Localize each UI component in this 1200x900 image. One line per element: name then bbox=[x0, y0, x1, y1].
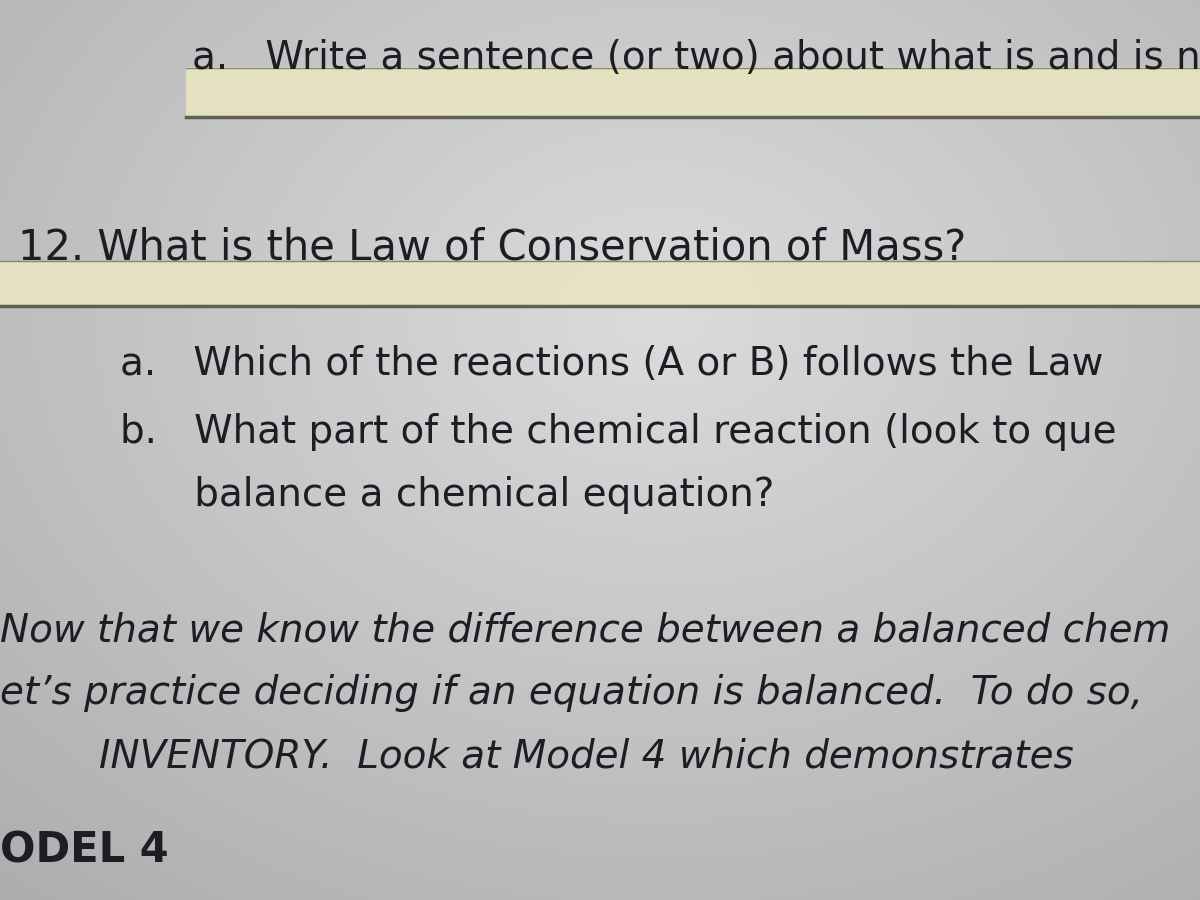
Text: a.   Which of the reactions (A or B) follows the Law: a. Which of the reactions (A or B) follo… bbox=[120, 346, 1103, 383]
Text: b.   What part of the chemical reaction (look to que: b. What part of the chemical reaction (l… bbox=[120, 413, 1117, 451]
Text: 12. What is the Law of Conservation of Mass?: 12. What is the Law of Conservation of M… bbox=[18, 227, 966, 268]
Text: a.   Write a sentence (or two) about what is and is n: a. Write a sentence (or two) about what … bbox=[192, 40, 1200, 77]
Text: Now that we know the difference between a balanced chem: Now that we know the difference between … bbox=[0, 611, 1170, 649]
Bar bbox=[0, 261, 1200, 306]
Bar bbox=[186, 68, 1200, 117]
Text: et’s practice deciding if an equation is balanced.  To do so,: et’s practice deciding if an equation is… bbox=[0, 674, 1142, 712]
Text: balance a chemical equation?: balance a chemical equation? bbox=[120, 476, 774, 514]
Text: INVENTORY.  Look at Model 4 which demonstrates: INVENTORY. Look at Model 4 which demonst… bbox=[0, 737, 1074, 775]
Text: ODEL 4: ODEL 4 bbox=[0, 830, 169, 871]
